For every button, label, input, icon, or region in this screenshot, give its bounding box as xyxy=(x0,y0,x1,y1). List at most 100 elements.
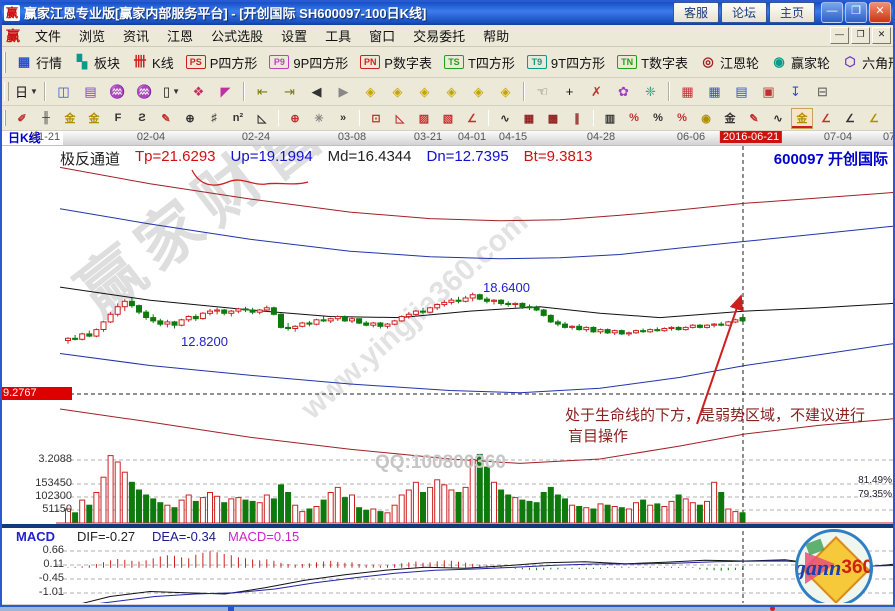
forum-button[interactable]: 论坛 xyxy=(720,2,767,23)
brain-tool-icon[interactable]: ❈ xyxy=(645,83,656,99)
fan-box-2-icon[interactable]: ▧ xyxy=(442,112,454,125)
draw-pencil-icon[interactable]: ✐ xyxy=(17,112,27,125)
mdi-restore-button[interactable]: ❐ xyxy=(851,27,870,44)
angle-lines-icon[interactable]: ∠ xyxy=(467,112,477,125)
dense-grid-2-icon[interactable]: ▩ xyxy=(547,112,559,125)
network-icon[interactable]: ◫ xyxy=(57,83,70,99)
ratio-table-icon[interactable]: ▥ xyxy=(604,112,616,125)
notes-icon[interactable]: ▤ xyxy=(735,83,748,99)
gold-section-icon[interactable]: 金 xyxy=(791,107,813,129)
last-bar-icon[interactable]: ⇥ xyxy=(284,83,295,99)
toolbar-button-hexagon[interactable]: ⬡ 六角形 xyxy=(836,51,895,74)
minimize-button[interactable]: — xyxy=(821,2,843,23)
menu-settings[interactable]: 设置 xyxy=(281,29,308,44)
gold-level-icon[interactable]: 金 xyxy=(724,113,736,125)
parallel-lines-icon[interactable]: ∥ xyxy=(574,112,580,125)
period-selector[interactable]: 日 ▼ xyxy=(15,85,38,100)
comb-icon[interactable]: ♯ xyxy=(211,112,217,124)
prev-bar-icon[interactable]: ◀ xyxy=(311,83,322,99)
toolbar-button-t-number-table[interactable]: TN T数字表 xyxy=(611,51,694,74)
report-icon[interactable]: ▤ xyxy=(84,83,97,99)
kline-canvas[interactable] xyxy=(0,146,895,603)
chart-area[interactable]: 赢家财富网 www.yingjia360.com QQ:100800360 极反… xyxy=(0,146,895,603)
flag-line-icon[interactable]: ◺ xyxy=(257,112,267,125)
wave-9-icon[interactable]: ♒ xyxy=(136,83,153,99)
menu-gann[interactable]: 江恩 xyxy=(167,29,194,44)
zoom-out-x-icon[interactable]: ◈ xyxy=(365,83,376,99)
close-button[interactable]: ✕ xyxy=(869,2,891,23)
percent-zone-icon[interactable]: % xyxy=(629,112,639,124)
menu-window[interactable]: 窗口 xyxy=(369,29,396,44)
gold-angle-icon[interactable]: ∠ xyxy=(869,112,879,125)
mark-tool-icon[interactable]: ✗ xyxy=(591,83,602,99)
calendar-icon[interactable]: ▦ xyxy=(681,83,694,99)
j-angle-icon[interactable]: ∠ xyxy=(821,112,831,125)
expand-x-icon[interactable]: ◈ xyxy=(419,83,430,99)
toolbar-button-9t-square[interactable]: T9 9T四方形 xyxy=(521,51,611,74)
calculator-icon[interactable]: ▦ xyxy=(708,83,721,99)
compress-x-icon[interactable]: ◈ xyxy=(446,83,457,99)
menu-tools[interactable]: 工具 xyxy=(325,29,352,44)
save-icon[interactable]: ▣ xyxy=(762,83,775,99)
menu-help[interactable]: 帮助 xyxy=(483,29,510,44)
fibo-grid-icon[interactable]: F xyxy=(114,112,122,124)
toolbar-button-p-square[interactable]: PS P四方形 xyxy=(180,51,264,74)
gann360-logo[interactable]: gann 360 xyxy=(795,529,873,603)
toolbar-button-winner-wheel[interactable]: ◉ 赢家轮 xyxy=(765,51,836,74)
dense-grid-icon[interactable]: ▦ xyxy=(523,112,535,125)
candle-style-icon[interactable]: ▯ ▼ xyxy=(162,83,181,99)
toolbar-button-gann-wheel[interactable]: ◎ 江恩轮 xyxy=(694,51,765,74)
winner-wheel-icon: ◉ xyxy=(773,54,785,69)
toolbar-button-sectors[interactable]: ▚ 板块 xyxy=(68,51,126,74)
toolbar-button-t-square[interactable]: TS T四方形 xyxy=(438,51,521,74)
flower-tool-icon[interactable]: ✿ xyxy=(618,83,629,99)
mdi-close-button[interactable]: ✕ xyxy=(872,27,891,44)
fan-corner-icon[interactable]: ◺ xyxy=(395,112,405,125)
gann-grid-icon[interactable]: ╫ xyxy=(42,112,50,124)
color-chart-icon[interactable]: ◤ xyxy=(220,83,231,99)
more-tools-icon[interactable]: » xyxy=(339,112,347,124)
homepage-button[interactable]: 主页 xyxy=(768,2,815,23)
toolbar-button-kline[interactable]: 卌 K线 xyxy=(126,51,180,74)
percent-line-icon[interactable]: % xyxy=(677,112,687,124)
candle-mark-icon[interactable]: ✎ xyxy=(749,112,759,125)
menu-file[interactable]: 文件 xyxy=(35,29,62,44)
crosshair-tool-icon[interactable]: + xyxy=(565,84,574,99)
maximize-button[interactable]: ❐ xyxy=(845,2,867,23)
hand-tool-icon[interactable]: ☜ xyxy=(536,83,549,99)
print-icon[interactable]: ⊟ xyxy=(817,83,828,99)
n-square-icon[interactable]: n² xyxy=(232,112,244,124)
toolbar-button-p-number-table[interactable]: PN P数字表 xyxy=(354,51,438,74)
fan-box-icon[interactable]: ▨ xyxy=(418,112,430,125)
expand-all-icon[interactable]: ◈ xyxy=(473,83,484,99)
marker-pencil-icon[interactable]: ✎ xyxy=(161,112,171,125)
spiral-icon[interactable]: Ƨ xyxy=(138,112,146,124)
menu-news[interactable]: 资讯 xyxy=(123,29,150,44)
percent-icon[interactable]: % xyxy=(653,112,663,124)
overlay-compare-icon[interactable]: ❖ xyxy=(192,83,205,99)
gold-grid-icon[interactable]: 金 xyxy=(64,113,76,125)
star-ray-icon[interactable]: ✳ xyxy=(314,112,324,125)
fit-screen-icon[interactable]: ◈ xyxy=(500,83,511,99)
speed-angle-icon[interactable]: ∠ xyxy=(887,108,895,129)
f-angle-icon[interactable]: ∠ xyxy=(845,112,855,125)
next-bar-icon[interactable]: ▶ xyxy=(338,83,349,99)
gold-circle-icon[interactable]: ◉ xyxy=(701,112,711,125)
menu-formula-stock-picker[interactable]: 公式选股 xyxy=(211,29,264,44)
mdi-minimize-button[interactable]: — xyxy=(830,27,849,44)
gold-grid-2-icon[interactable]: 金 xyxy=(88,113,100,125)
customer-service-button[interactable]: 客服 xyxy=(672,2,719,23)
wave-a-icon[interactable]: ∿ xyxy=(773,112,783,125)
export-icon[interactable]: ↧ xyxy=(790,83,801,99)
toolbar-button-9p-square[interactable]: P9 9P四方形 xyxy=(263,51,354,74)
menu-browse[interactable]: 浏览 xyxy=(79,29,106,44)
box-tool-icon[interactable]: ⊡ xyxy=(371,112,381,125)
first-bar-icon[interactable]: ⇤ xyxy=(257,83,268,99)
wave-3-icon[interactable]: ♒ xyxy=(109,83,126,99)
compass-icon[interactable]: ⊕ xyxy=(290,112,300,125)
zoom-in-x-icon[interactable]: ◈ xyxy=(392,83,403,99)
menu-trade-order[interactable]: 交易委托 xyxy=(413,29,466,44)
wave-line-icon[interactable]: ∿ xyxy=(500,112,510,125)
circle-grid-icon[interactable]: ⊕ xyxy=(185,112,195,125)
toolbar-button-quotes[interactable]: ▦ 行情 xyxy=(10,51,68,74)
